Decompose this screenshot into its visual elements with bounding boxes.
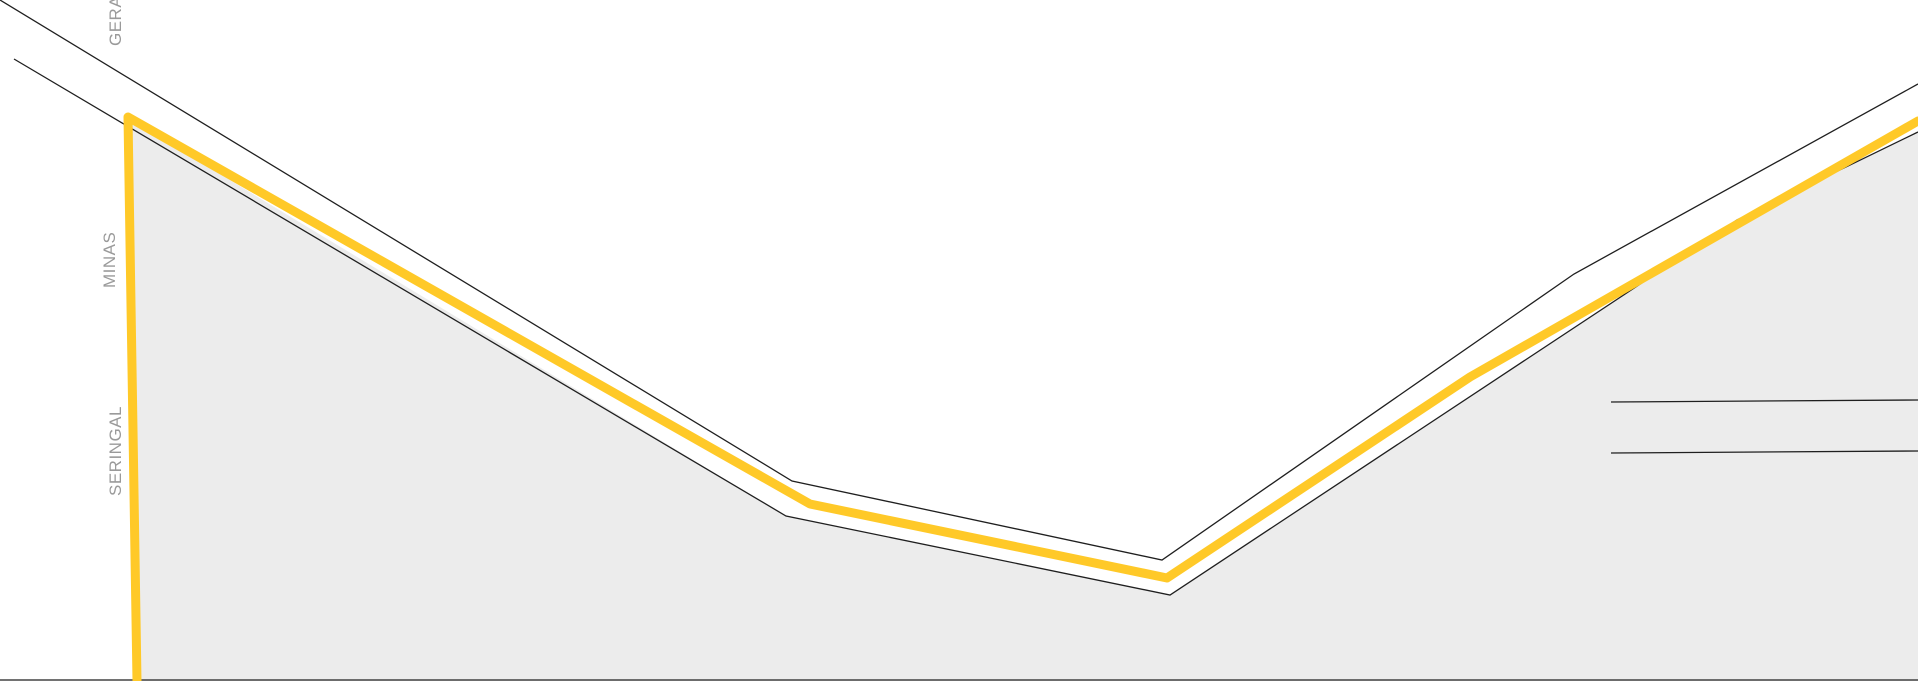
route-path[interactable] bbox=[123, 112, 1918, 681]
side-street-upper bbox=[1610, 399, 1918, 403]
street-label-seringal: SERINGAL bbox=[106, 406, 125, 496]
road-edge-upper bbox=[0, 0, 1918, 561]
side-street-lower bbox=[1610, 450, 1918, 454]
land-area bbox=[127, 118, 1918, 681]
street-label-gerais: GERAIS bbox=[106, 0, 125, 46]
street-label-minas: MINAS bbox=[100, 232, 119, 288]
